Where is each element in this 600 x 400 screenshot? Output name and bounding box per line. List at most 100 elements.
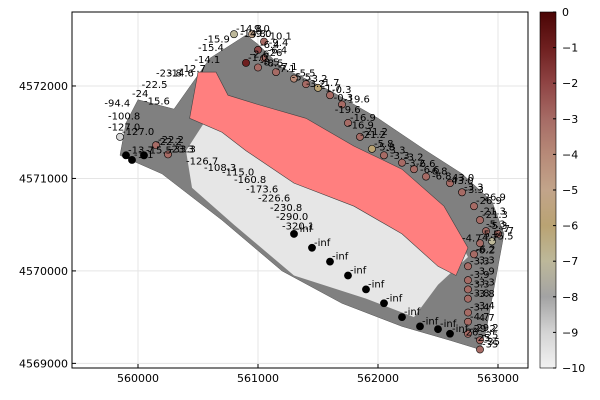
point-label: -inf	[404, 307, 421, 318]
point-label: -6.8	[428, 167, 448, 178]
data-point	[302, 80, 310, 89]
annotation-label: -290.0	[276, 212, 308, 223]
point-label: -inf	[314, 238, 331, 249]
data-point	[464, 294, 472, 303]
annotation-label: -0.3	[334, 93, 354, 104]
annotation-label: -173.6	[246, 184, 278, 195]
annotation-label: -19.6	[335, 105, 361, 116]
y-tick-label: 4570000	[19, 265, 68, 278]
point-label: -3.3	[470, 279, 490, 290]
annotation-label: -22.2	[156, 137, 182, 148]
annotation-label: -35	[484, 337, 500, 348]
annotation-label: -3.9	[475, 267, 495, 278]
point-label: -inf	[422, 316, 439, 327]
annotation-label: -94.4	[104, 98, 130, 109]
annotation-label: -12.7	[180, 64, 206, 75]
data-point	[470, 250, 478, 259]
annotation-label: -6.2	[475, 245, 495, 256]
data-point	[362, 285, 370, 294]
annotation-label: -4.7	[475, 313, 495, 324]
colorbar-tick-label: −5	[562, 184, 578, 197]
data-point	[254, 46, 262, 54]
colorbar-tick-label: 0	[562, 6, 569, 19]
y-tick-label: 4572000	[19, 80, 68, 93]
annotation-label: -25	[474, 333, 490, 344]
point-label: -3.8	[470, 289, 490, 300]
annotation-label: -3.2	[406, 158, 426, 169]
point-label: -1.7	[320, 78, 340, 89]
annotation-label: -3.2	[306, 79, 326, 90]
data-point	[464, 262, 472, 271]
annotation-label: -5.8	[376, 143, 396, 154]
point-label: -21.2	[362, 127, 388, 138]
annotation-label: -115.0	[222, 168, 254, 179]
point-label: -26.9	[476, 196, 502, 207]
annotation-label: -14.1	[194, 55, 220, 66]
annotation-label: -9.4	[269, 38, 289, 49]
point-label: -15.5	[146, 145, 172, 156]
point-label: -25	[482, 330, 498, 341]
annotation-label: -23.8	[156, 69, 182, 80]
point-label: -16.9	[350, 113, 376, 124]
x-tick-label: 562000	[357, 372, 399, 385]
annotation-label: -6.8	[432, 171, 452, 182]
point-label: 4.7	[482, 233, 498, 244]
data-point	[458, 188, 466, 197]
colorbar-tick-label: −2	[562, 77, 578, 90]
annotation-label: -16.9	[348, 121, 374, 132]
point-label: -7.1	[278, 62, 298, 73]
annotation-label: -127.0	[108, 122, 140, 133]
inner-region	[186, 113, 468, 318]
annotation-label: -3.8	[475, 289, 495, 300]
point-label: -29.2	[470, 324, 496, 335]
data-point	[116, 132, 124, 141]
annotation-label: -5.3	[486, 219, 506, 230]
data-point	[314, 83, 322, 92]
point-label: -3.2	[308, 74, 328, 85]
regions	[119, 34, 505, 350]
data-point	[494, 230, 502, 238]
colorbar-tick-label: −9	[562, 326, 578, 339]
point-label: -5.3	[488, 221, 508, 232]
point-label: -5.5	[494, 231, 514, 242]
annotation-label: -15.4	[198, 43, 224, 54]
data-point	[164, 150, 172, 159]
annotation-label: -6.6	[420, 165, 440, 176]
point-label: -inf	[350, 266, 367, 277]
data-point	[476, 239, 484, 248]
colorbar-tick-label: −10	[562, 362, 585, 375]
point-label: -26	[266, 48, 282, 59]
x-tick-label: 563000	[477, 372, 519, 385]
annotation-label: -3.3	[464, 185, 484, 196]
point-label: -3.3	[464, 182, 484, 193]
annotation-label: -24	[132, 89, 148, 100]
annotation-label: -6.4	[268, 46, 288, 57]
x-tick-label: 560000	[117, 372, 159, 385]
data-point	[326, 91, 334, 100]
data-point	[380, 151, 388, 160]
annotation-label: -3.4	[475, 301, 495, 312]
annotation-label: -14.6	[168, 69, 194, 80]
data-point	[260, 54, 268, 63]
colorbar-tick-label: −6	[562, 220, 578, 233]
point-label: -10.1	[266, 32, 292, 43]
x-tick-label: 561000	[237, 372, 279, 385]
annotation-label: -100.8	[108, 111, 140, 122]
annotation-label: -26	[462, 328, 478, 339]
data-point	[122, 151, 130, 160]
point-label: 9.0	[254, 24, 270, 35]
annotation-label: -15.6	[144, 96, 170, 107]
point-label: -13.7	[128, 145, 154, 156]
point-label: -19.6	[344, 94, 370, 105]
data-point	[464, 329, 472, 338]
annotation-label: -320.1	[282, 221, 314, 232]
data-points	[116, 30, 502, 354]
data-point	[416, 322, 424, 331]
point-label: -6.2	[476, 244, 496, 255]
annotation-label: -3.3	[475, 278, 495, 289]
data-point	[230, 30, 238, 39]
data-point	[422, 172, 430, 181]
data-point	[446, 179, 454, 187]
data-point	[272, 68, 280, 77]
